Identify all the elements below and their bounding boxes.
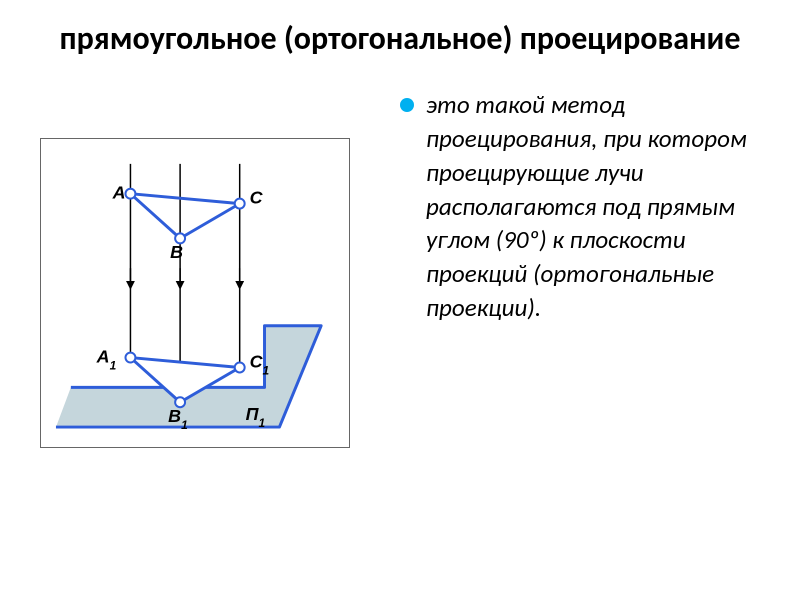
bullet-item: это такой метод проецирования, при котор… [400, 88, 760, 324]
svg-text:C: C [250, 188, 264, 208]
slide-title: прямоугольное (ортогональное) проецирова… [40, 20, 760, 58]
body-text: это такой метод проецирования, при котор… [426, 88, 760, 324]
text-column: это такой метод проецирования, при котор… [400, 78, 760, 324]
bullet-icon [400, 98, 414, 112]
diagram-frame: ABCA1B1C1П1 [40, 138, 350, 448]
slide: прямоугольное (ортогональное) проецирова… [0, 0, 800, 600]
diagram-column: ABCA1B1C1П1 [40, 78, 370, 448]
projection-diagram: ABCA1B1C1П1 [51, 148, 339, 438]
svg-text:B: B [170, 243, 183, 263]
svg-text:A: A [112, 183, 126, 203]
svg-text:A1: A1 [96, 347, 117, 373]
content-row: ABCA1B1C1П1 это такой метод проецировани… [40, 78, 760, 448]
